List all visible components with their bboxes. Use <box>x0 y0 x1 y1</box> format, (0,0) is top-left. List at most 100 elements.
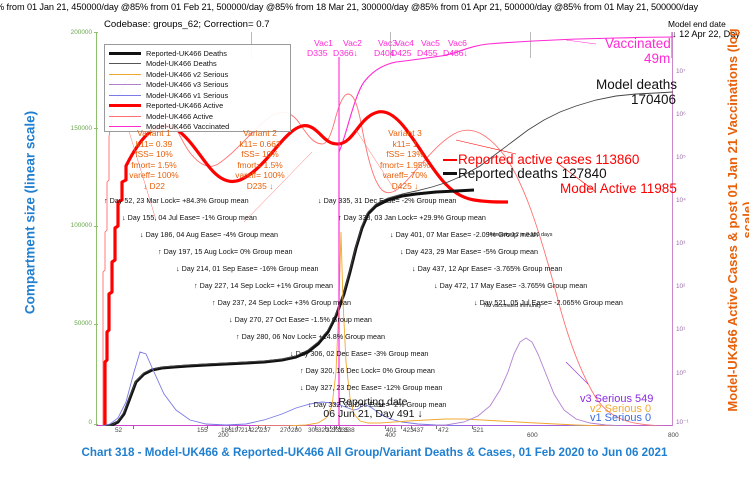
leader-line-reported-active <box>455 139 517 155</box>
x-tick-mark <box>289 426 290 429</box>
legend-swatch <box>109 104 141 108</box>
variant-1-name: Variant 1 <box>137 128 171 138</box>
legend-swatch <box>109 51 141 55</box>
annotation-left: ↑ Day 52, 23 Mar Lock= +84.3% Group mean <box>104 196 249 205</box>
legend-item[interactable]: Reported-UK466 Active <box>109 101 286 112</box>
x-tick-label: 338 <box>344 427 355 434</box>
x-tick-label: 280 <box>291 427 302 434</box>
annotation-left: ↓ Day 186, 04 Aug Ease= -4% Group mean <box>140 230 279 239</box>
legend-item[interactable]: Model-UK466 v3 Serious <box>109 80 286 91</box>
reporting-date-line1: Reporting date <box>338 396 408 408</box>
legend-item[interactable]: Reported-UK466 Deaths <box>109 48 286 59</box>
variant-3-name: Variant 3 <box>388 128 422 138</box>
callout-model-active: Model Active 11985 <box>560 181 677 196</box>
top-grid-line <box>671 32 672 58</box>
vac-day-1: D335 <box>307 48 328 58</box>
curve-v3-serious <box>396 337 673 426</box>
variant-1-k11: k11= 0.39 <box>135 138 173 149</box>
y-tick-mark-left <box>94 226 98 227</box>
leader-line-model-active <box>555 161 597 193</box>
model-end-date-value: ↓ 12 Apr 22, Day <box>672 29 740 39</box>
y-tick-mark-left <box>94 32 98 33</box>
variant-1-block: Variant 1 k11= 0.39 fSS= 10% fmort= 1.5%… <box>106 128 202 192</box>
legend-item[interactable]: Model-UK466 Active <box>109 111 286 122</box>
legend-label: Model-UK466 Vaccinated <box>146 122 230 132</box>
curve-v2-serious <box>256 231 673 426</box>
callout-model-deaths-line2: 170406 <box>631 92 677 107</box>
annotation-right: ↓ Day 335, 31 Dec Ease= -2% Group mean <box>318 196 457 205</box>
annotation-left: ↓ Day 306, 02 Dec Ease= -3% Group mean <box>290 349 429 358</box>
chart-legend: Reported-UK466 Deaths Model-UK466 Deaths… <box>104 44 291 132</box>
y-tick-mark-left <box>94 324 98 325</box>
y-tick-label-left: 150000 <box>70 125 92 132</box>
y-tick-label-left: 0 <box>88 419 92 426</box>
legend-item[interactable]: Model-UK466 Vaccinated <box>109 122 286 133</box>
x-tick-label: 437 <box>413 427 424 434</box>
vac-label-6: Vac6 <box>448 38 467 48</box>
x-tick-label: 401 <box>386 427 397 434</box>
x-tick-label: 306 <box>308 427 319 434</box>
callout-reported-deaths: Reported deaths 127840 <box>443 166 607 181</box>
x-tick-label-major: 200 <box>218 432 229 439</box>
annotation-right: ↓ Day 521, 05 Jul Ease= -2.065% Group me… <box>474 298 623 307</box>
legend-item[interactable]: Model-UK466 v1 Serious <box>109 90 286 101</box>
callout-reported-deaths-text: Reported deaths 127840 <box>458 166 607 181</box>
annotation-left: ↑ Day 227, 14 Sep Lock= +1% Group mean <box>194 281 334 290</box>
x-tick-mark <box>325 426 326 429</box>
codebase-text: Codebase: groups_62; Correction= 0.7 <box>104 19 270 30</box>
annotation-right: ↑ Day 338, 03 Jan Lock= +29.9% Group mea… <box>338 213 486 222</box>
x-tick-label: 227 <box>251 427 262 434</box>
top-grid-line <box>390 32 391 58</box>
legend-swatch <box>109 94 141 96</box>
x-tick-mark <box>237 426 238 429</box>
x-tick-label: 335 <box>338 427 349 434</box>
variant-2-day: D235 ↓ <box>246 180 274 191</box>
y-axis-left-label: Compartment size (linear scale) <box>22 110 38 315</box>
x-tick-mark <box>207 426 208 429</box>
legend-label: Model-UK466 Deaths <box>146 59 217 69</box>
variant-2-k11: k11= 0.663 <box>239 138 281 149</box>
legend-swatch <box>109 84 141 86</box>
vaccination-schedule-text: % from 01 Jan 21, 450000/day @85% from 0… <box>0 2 699 12</box>
right-axis-line <box>672 32 673 426</box>
legend-swatch <box>109 63 141 65</box>
curve-model-deaths <box>105 91 673 426</box>
variant-1-fmort: fmort= 1.5% <box>131 159 177 170</box>
annotation-left: ↑ Day 280, 06 Nov Lock= +14.8% Group mea… <box>236 332 386 341</box>
legend-label: Model-UK466 Active <box>146 111 213 121</box>
x-tick-label: 197 <box>231 427 242 434</box>
x-tick-label-major: 600 <box>527 432 538 439</box>
leader-line-variant1 <box>127 127 157 221</box>
curve-model-vaccinated <box>338 36 673 426</box>
leader-line-vaccinated <box>565 39 597 45</box>
y-tick-label-right: 10⁻¹ <box>676 419 689 426</box>
callout-dash-icon <box>443 172 457 175</box>
legend-swatch <box>109 126 141 128</box>
annotation-left: ↑ Day 197, 15 Aug Lock= 0% Group mean <box>158 247 293 256</box>
legend-item[interactable]: Model-UK466 v2 Serious <box>109 69 286 80</box>
vac-day-5: D455 <box>417 48 438 58</box>
callout-reported-active-cases: Reported active cases 113860 <box>443 152 639 167</box>
x-tick-mark <box>133 426 134 429</box>
annotation-left: ↓ Day 270, 27 Oct Ease= -1.5% Group mean <box>229 315 372 324</box>
legend-label: Reported-UK466 Deaths <box>146 48 227 58</box>
callout-v1-serious: v1 Serious 0 <box>590 412 652 424</box>
vac-day-4: D425 <box>391 48 412 58</box>
chart-title: Chart 318 - Model-UK466 & Reported-UK466… <box>81 446 668 459</box>
callout-dash-icon <box>443 159 457 161</box>
leader-line-variant3 <box>355 129 397 193</box>
y-tick-label-right: 10⁵ <box>676 154 686 161</box>
immunity-note: Immunity 0.2 in 0 150 days <box>488 232 553 238</box>
x-tick-label: 186 <box>221 427 232 434</box>
vac-label-4: Vac4 <box>395 38 414 48</box>
callout-vaccinated-line1: Vaccinated <box>605 36 671 51</box>
y-tick-label-right: 10⁴ <box>676 197 686 204</box>
y-tick-label-left: 200000 <box>70 29 92 36</box>
x-tick-label: 214 <box>241 427 252 434</box>
x-tick-mark <box>265 426 266 429</box>
variant-3-block: Variant 3 k11= 1 fSS= 13% fmort= 1.95% v… <box>357 128 453 192</box>
x-tick-label: 237 <box>260 427 271 434</box>
legend-item[interactable]: Model-UK466 Deaths <box>109 59 286 70</box>
annotation-right: ↓ Day 401, 07 Mar Ease= -2.09% Group mea… <box>390 230 539 239</box>
variant-2-block: Variant 2 k11= 0.663 fSS= 10% fmort= 1.5… <box>212 128 308 192</box>
